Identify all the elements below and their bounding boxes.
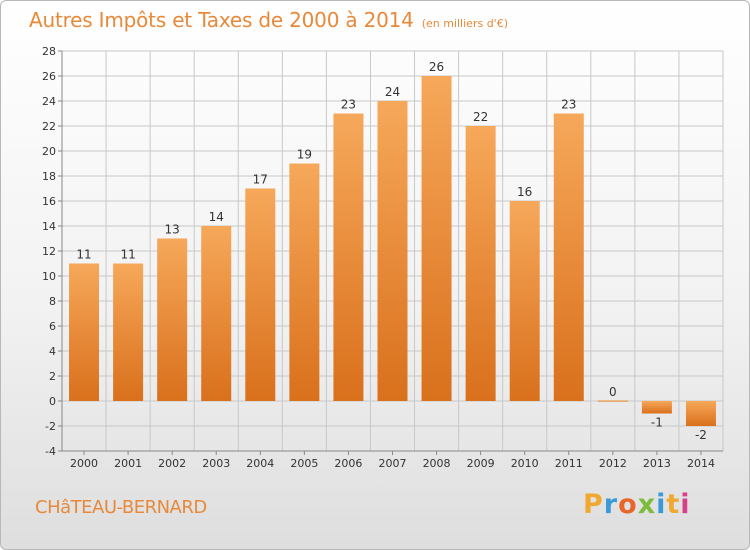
commune-name: CHâTEAU-BERNARD — [35, 497, 207, 518]
bar-2003 — [201, 226, 232, 401]
x-tick-label: 2012 — [599, 457, 627, 470]
data-label: 22 — [473, 110, 488, 124]
data-label: 24 — [385, 85, 400, 99]
data-label: -2 — [695, 428, 707, 442]
y-tick-label: -2 — [45, 420, 56, 433]
x-tick-label: 2007 — [379, 457, 407, 470]
bar-2000 — [69, 263, 100, 401]
x-tick-label: 2014 — [687, 457, 715, 470]
proxiti-logo[interactable]: Proxiti — [583, 489, 691, 520]
data-label: 19 — [297, 148, 312, 162]
x-tick-label: 2013 — [643, 457, 671, 470]
y-tick-label: 20 — [42, 145, 56, 158]
bar-2005 — [289, 163, 320, 401]
logo-letter: P — [583, 489, 604, 520]
chart-title: Autres Impôts et Taxes de 2000 à 2014 (en… — [29, 8, 508, 32]
y-tick-label: 4 — [49, 345, 56, 358]
x-tick-label: 2004 — [246, 457, 274, 470]
data-label: 13 — [165, 223, 180, 237]
x-tick-label: 2001 — [114, 457, 142, 470]
y-tick-label: 6 — [49, 320, 56, 333]
x-tick-label: 2006 — [334, 457, 362, 470]
data-label: 23 — [561, 98, 576, 112]
y-tick-label: 12 — [42, 245, 56, 258]
x-tick-label: 2010 — [511, 457, 539, 470]
bar-2006 — [333, 113, 364, 401]
data-label: 26 — [429, 60, 444, 74]
y-tick-label: 2 — [49, 370, 56, 383]
logo-letter: t — [666, 489, 681, 520]
x-tick-label: 2003 — [202, 457, 230, 470]
bar-2002 — [157, 238, 188, 401]
labels: 11 11 13 14 17 19 23 24 26 22 16 23 0 -1 -2 — [76, 60, 707, 442]
chart-title-unit: (en milliers d'€) — [421, 17, 508, 30]
x-tick-label: 2009 — [467, 457, 495, 470]
data-label: -1 — [651, 416, 663, 430]
y-tick-label: 28 — [42, 45, 56, 58]
bar-2004 — [245, 188, 276, 401]
bar-2012 — [597, 400, 628, 402]
y-tick-label: 26 — [42, 70, 56, 83]
y-tick-label: 24 — [42, 95, 56, 108]
chart-title-main: Autres Impôts et Taxes de 2000 à 2014 — [29, 8, 414, 32]
data-label: 16 — [517, 185, 532, 199]
bar-2014 — [685, 401, 716, 426]
x-tick-label: 2005 — [290, 457, 318, 470]
y-tick-label: 22 — [42, 120, 56, 133]
logo-letter: x — [637, 489, 657, 520]
y-tick-label: 18 — [42, 170, 56, 183]
y-tick-label: 16 — [42, 195, 56, 208]
bar-2008 — [421, 76, 452, 401]
bar-2001 — [113, 263, 144, 401]
y-tick-label: 10 — [42, 270, 56, 283]
logo-letter: i — [680, 489, 691, 520]
data-label: 17 — [253, 173, 268, 187]
bar-2010 — [509, 201, 540, 401]
bar-2011 — [553, 113, 584, 401]
data-label: 14 — [209, 210, 224, 224]
x-tick-label: 2002 — [158, 457, 186, 470]
data-label: 23 — [341, 98, 356, 112]
logo-letter: r — [603, 489, 619, 520]
logo-letter: i — [656, 489, 667, 520]
y-tick-label: 14 — [42, 220, 56, 233]
data-label: 11 — [76, 248, 91, 262]
x-tick-label: 2000 — [70, 457, 98, 470]
y-tick-label: -4 — [45, 445, 56, 458]
data-label: 11 — [120, 248, 135, 262]
x-tick-label: 2011 — [555, 457, 583, 470]
y-tick-label: 8 — [49, 295, 56, 308]
logo-letter: o — [618, 489, 638, 520]
bar-2007 — [377, 101, 408, 401]
data-label: 0 — [609, 385, 617, 399]
bars — [69, 76, 716, 426]
bar-2009 — [465, 126, 496, 401]
bar-2013 — [641, 401, 672, 414]
x-tick-label: 2008 — [423, 457, 451, 470]
y-tick-label: 0 — [49, 395, 56, 408]
